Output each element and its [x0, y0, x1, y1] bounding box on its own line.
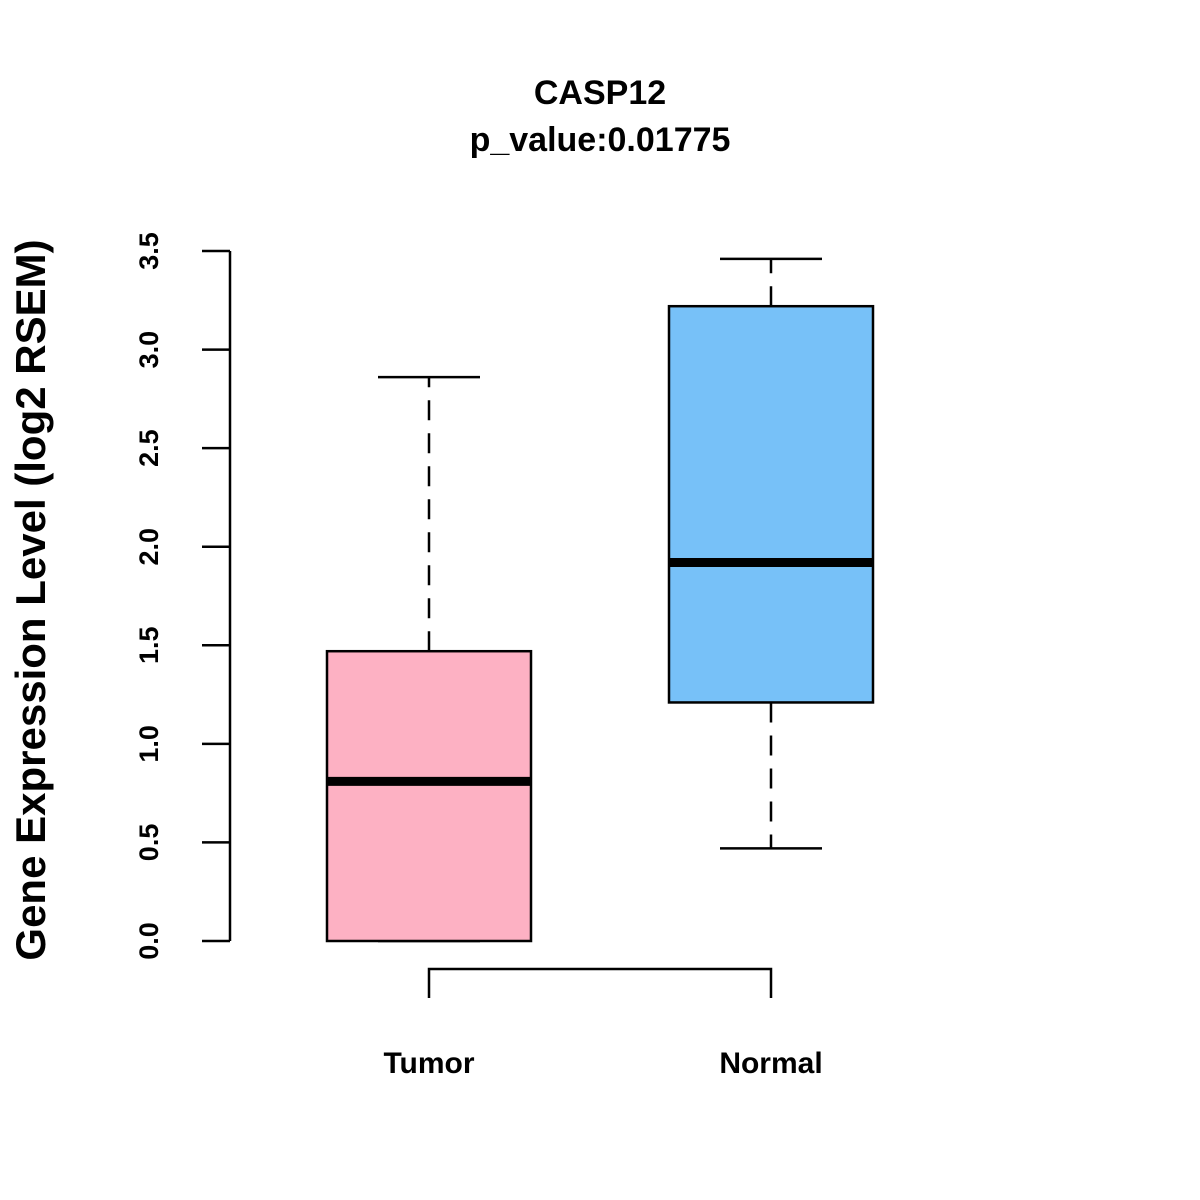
x-category-label-normal: Normal: [719, 1047, 822, 1080]
bracket-line: [427, 967, 773, 998]
chart-subtitle: p_value:0.01775: [470, 121, 731, 159]
x-category-label-tumor: Tumor: [383, 1047, 474, 1080]
y-tick-label: 2.0: [134, 528, 164, 566]
iqr-box: [667, 304, 875, 704]
x-category-labels: Tumor Normal: [383, 1047, 822, 1080]
y-axis: 0.0 0.5 1.0 1.5 2.0 2.5 3.0 3.5: [134, 232, 232, 960]
y-tick-label: 0.0: [134, 922, 164, 960]
iqr-box: [325, 649, 533, 943]
y-tick-label: 3.5: [134, 232, 164, 270]
chart-title: CASP12: [534, 74, 666, 112]
y-axis-label: Gene Expression Level (log2 RSEM): [7, 239, 54, 960]
y-tick-label: 1.5: [134, 627, 164, 665]
comparison-bracket: [427, 967, 773, 998]
boxes: [325, 257, 875, 943]
y-tick-label: 2.5: [134, 429, 164, 467]
y-tick-label: 3.0: [134, 331, 164, 369]
y-tick-label: 1.0: [134, 725, 164, 763]
box-tumor: [325, 375, 533, 943]
box-normal: [667, 257, 875, 850]
y-tick-label: 0.5: [134, 824, 164, 862]
